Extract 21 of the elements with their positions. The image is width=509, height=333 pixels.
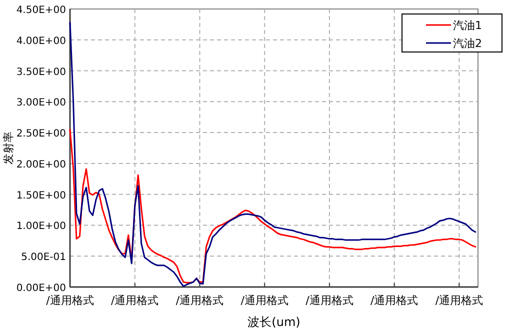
x-tick-label: /通用格式: [240, 294, 288, 307]
x-tick-label: /通用格式: [306, 294, 354, 307]
y-tick-label: 1.50E+00: [16, 190, 66, 202]
x-tick-label: /通用格式: [111, 294, 159, 307]
x-axis-title: 波长(um): [248, 315, 300, 329]
legend-label: 汽油2: [453, 37, 482, 50]
y-tick-label: 3.00E+00: [16, 98, 66, 109]
x-tick-label: /通用格式: [435, 294, 484, 307]
y-tick-label: 5.00E-01: [21, 252, 66, 264]
y-tick-label: 0.00E+00: [16, 283, 66, 294]
y-tick-label: 2.00E+00: [16, 159, 66, 170]
y-tick-label: 1.00E+00: [16, 221, 66, 232]
x-tick-label: /通用格式: [176, 294, 224, 307]
legend-label: 汽油1: [453, 19, 482, 32]
y-tick-label: 4.00E+00: [16, 36, 66, 47]
y-tick-label: 2.50E+00: [16, 128, 66, 140]
x-tick-label: /通用格式: [46, 294, 94, 307]
y-tick-label: 4.50E+00: [16, 5, 66, 16]
x-tick-label: /通用格式: [370, 294, 418, 307]
y-tick-label: 3.50E+00: [16, 66, 66, 78]
y-axis-title: 发射率: [2, 132, 15, 164]
